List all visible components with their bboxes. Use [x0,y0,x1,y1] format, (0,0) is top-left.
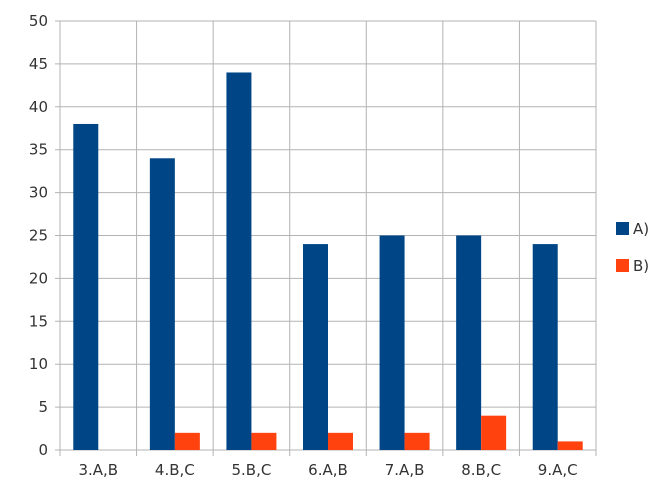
x-tick-label: 5.B,C [232,461,272,479]
bar-b [481,415,507,450]
legend-swatch [616,259,629,272]
bar-b [251,432,277,450]
y-tick-label: 25 [29,227,48,245]
legend: A) B) [616,220,649,275]
x-axis-ticks: 3.A,B 4.B,C 5.B,C 6.A,B 7.A,B 8.B,C 9.A,C [78,461,577,479]
bar-a [303,244,328,450]
x-tick-label: 6.A,B [308,461,348,479]
bar-a [532,244,558,450]
y-tick-label: 0 [38,441,48,459]
bar-b [174,432,200,450]
y-tick-label: 20 [29,269,48,287]
x-tick-label: 8.B,C [461,461,501,479]
x-tick-label: 9.A,C [538,461,578,479]
bar-a [456,235,482,450]
bar-a [73,123,99,451]
bar-a [379,235,405,450]
bars [73,72,583,451]
y-tick-label: 40 [29,98,48,116]
y-tick-label: 5 [38,398,48,416]
bar-b [328,432,353,450]
x-tick-label: 4.B,C [155,461,195,479]
y-tick-label: 10 [29,355,48,373]
bar-a [226,72,252,450]
bar-b [404,432,430,450]
bar-b [557,441,583,450]
y-tick-label: 50 [29,12,48,30]
x-tick-label: 7.A,B [385,461,425,479]
y-tick-label: 30 [29,184,48,202]
bar-a [149,158,175,450]
gridlines [55,20,597,456]
y-axis-ticks: 0 5 10 15 20 25 30 35 40 45 50 [29,12,48,459]
y-tick-label: 45 [29,55,48,73]
legend-swatch [616,222,629,235]
y-tick-label: 35 [29,141,48,159]
y-tick-label: 15 [29,312,48,330]
legend-label: B) [633,257,649,275]
legend-label: A) [633,220,649,238]
x-tick-label: 3.A,B [78,461,118,479]
